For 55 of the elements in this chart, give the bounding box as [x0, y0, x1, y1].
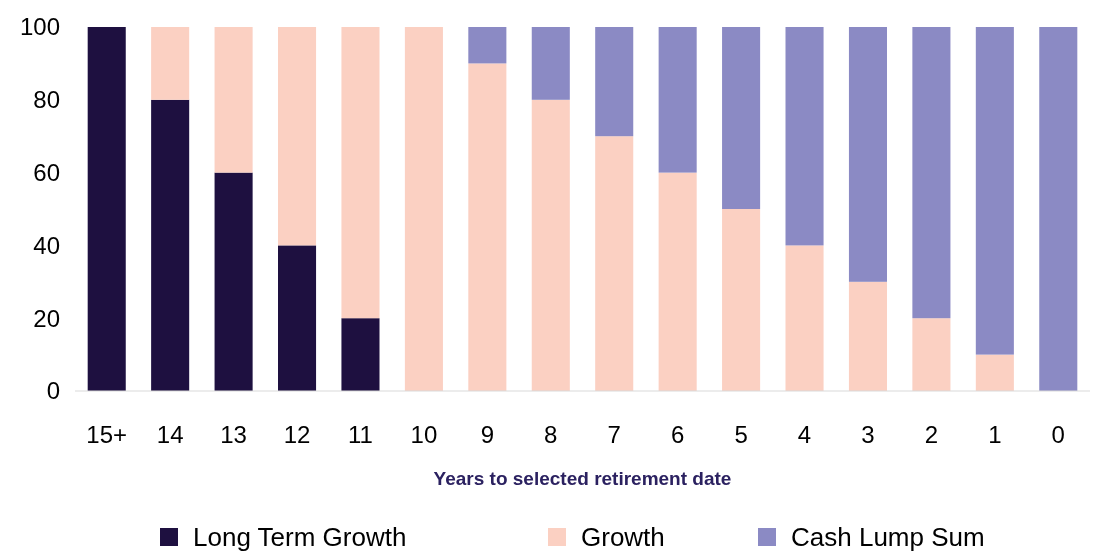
- x-axis-title: Years to selected retirement date: [433, 468, 732, 489]
- legend-label: Cash Lump Sum: [791, 522, 985, 552]
- y-tick-label: 80: [33, 86, 60, 114]
- bar: [1039, 27, 1078, 391]
- y-tick-label: 20: [33, 304, 60, 332]
- x-tick-label: 11: [348, 421, 373, 448]
- bar: [722, 209, 761, 391]
- bar: [531, 27, 570, 100]
- y-tick-label: 40: [33, 231, 60, 259]
- bar: [468, 27, 507, 64]
- bar: [151, 99, 190, 391]
- bar: [468, 63, 507, 391]
- x-tick-label: 2: [924, 421, 939, 448]
- bar: [595, 27, 634, 137]
- x-tick-label: 9: [480, 421, 495, 448]
- y-tick-label: 0: [46, 377, 60, 405]
- bar: [975, 27, 1014, 355]
- y-tick-label: 60: [33, 159, 60, 186]
- legend-label: Long Term Growth: [193, 522, 407, 552]
- bar: [341, 27, 380, 319]
- x-tick-label: 3: [861, 421, 875, 448]
- bar: [404, 27, 443, 391]
- bar: [531, 99, 570, 391]
- x-tick-label: 0: [1051, 421, 1065, 448]
- bar: [785, 27, 824, 246]
- bar: [278, 27, 317, 246]
- y-tick-label: 100: [19, 13, 60, 41]
- x-tick-label: 14: [156, 421, 184, 448]
- bar: [785, 245, 824, 391]
- bar: [595, 136, 634, 391]
- bar: [151, 27, 190, 100]
- x-tick-label: 13: [220, 421, 247, 448]
- bar: [214, 27, 253, 173]
- x-tick-label: 10: [410, 421, 438, 448]
- x-tick-label: 1: [988, 421, 1002, 448]
- legend-label: Growth: [581, 522, 665, 552]
- x-tick-label: 8: [544, 421, 558, 448]
- x-tick-label: 15+: [86, 421, 128, 448]
- bar: [912, 27, 951, 319]
- bar: [214, 172, 253, 391]
- bar: [722, 27, 761, 209]
- bar: [278, 245, 317, 391]
- bar: [658, 172, 697, 391]
- x-tick-label: 6: [670, 421, 685, 448]
- bar: [341, 318, 380, 391]
- bar: [912, 318, 951, 391]
- bar: [975, 354, 1014, 391]
- x-tick-label: 4: [797, 421, 812, 448]
- bar: [848, 27, 887, 282]
- x-tick-label: 12: [283, 421, 311, 448]
- bar: [658, 27, 697, 173]
- bar: [848, 281, 887, 391]
- bar: [87, 27, 126, 391]
- x-tick-label: 7: [607, 421, 621, 448]
- x-tick-label: 5: [734, 421, 748, 448]
